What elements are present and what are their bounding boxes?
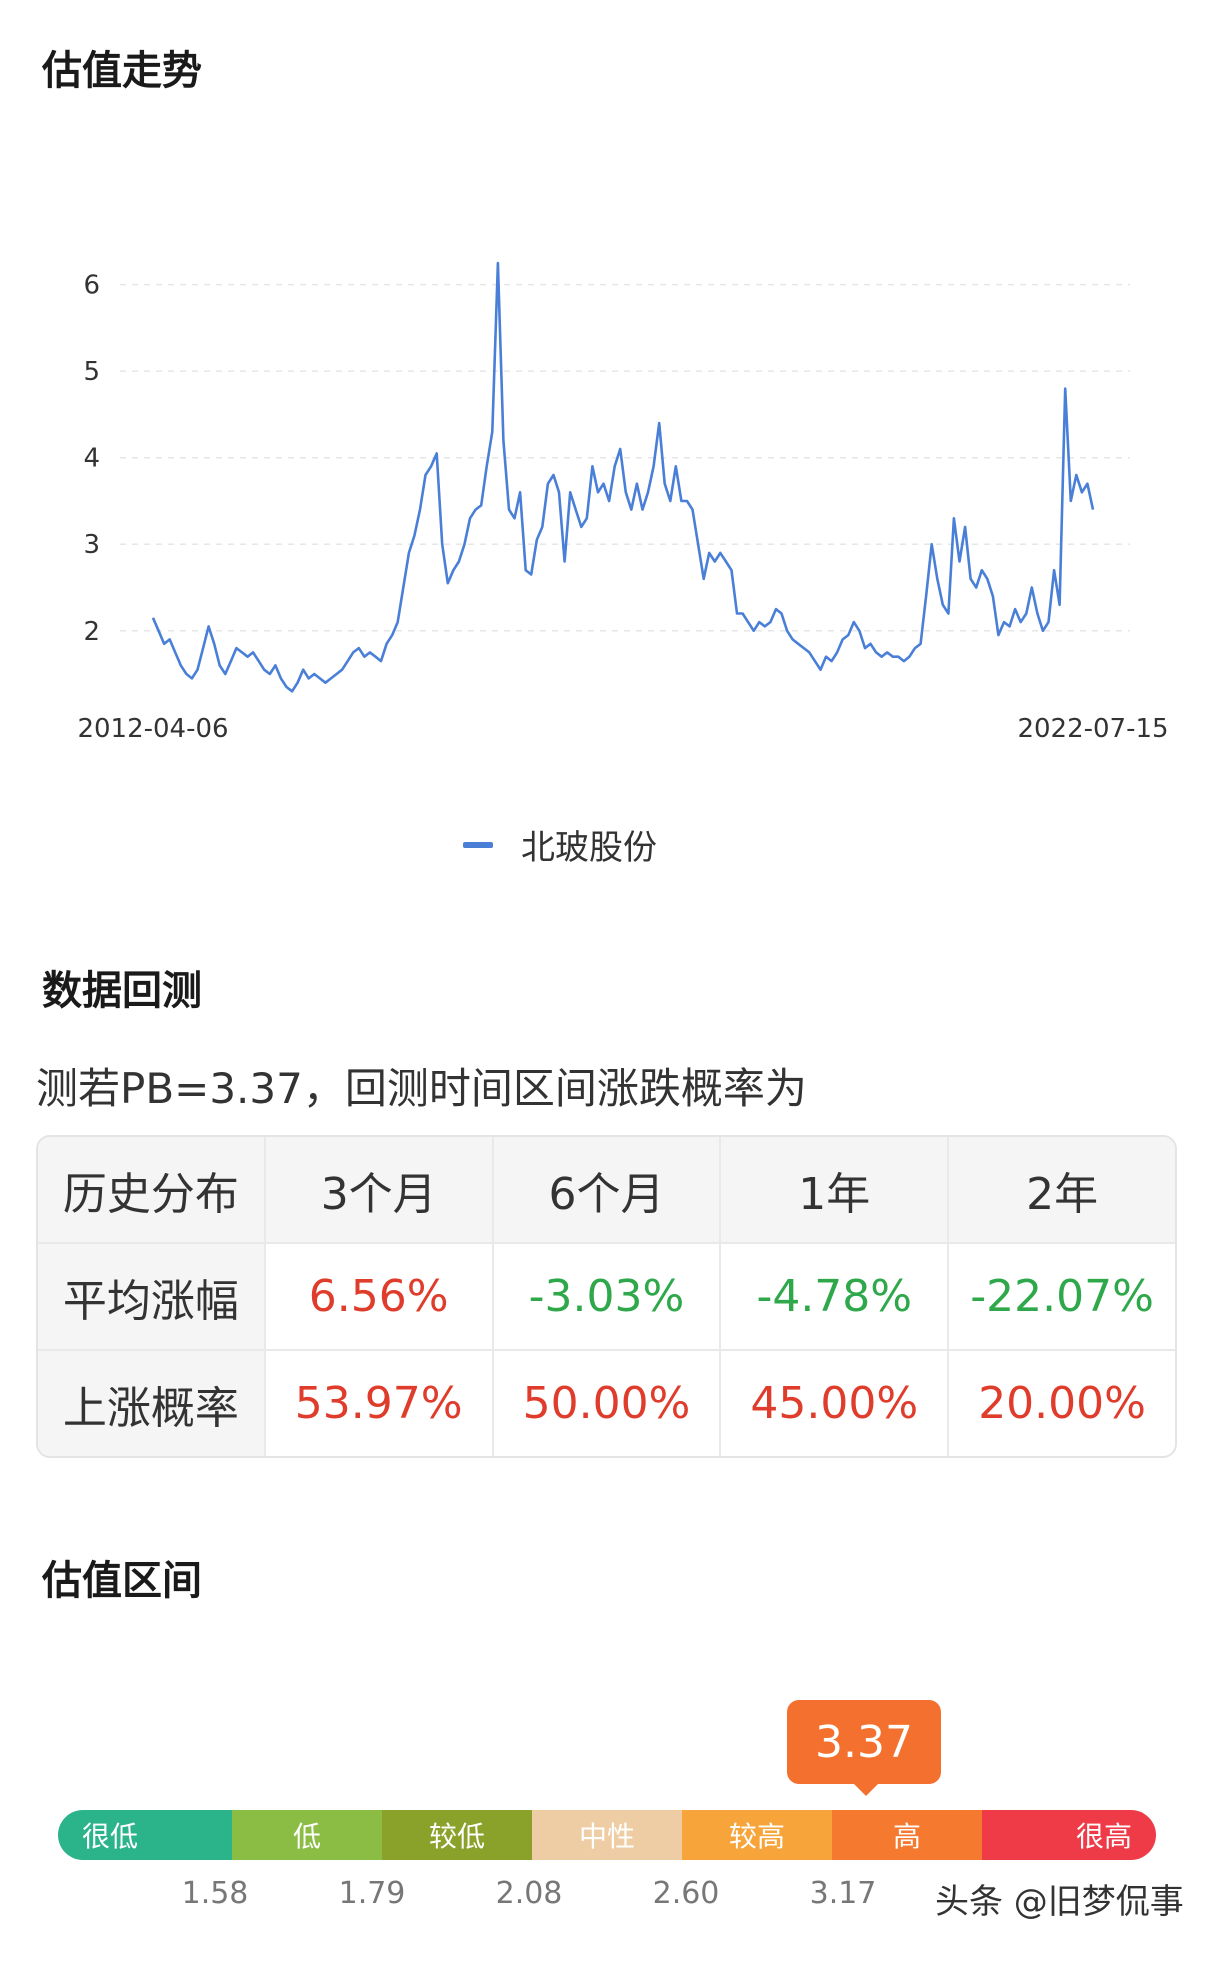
backtest-table: 历史分布 3个月 6个月 1年 2年 平均涨幅 6.56% -3.03% -4.… [36, 1135, 1177, 1458]
trend-title: 估值走势 [42, 48, 202, 94]
band-segment-high: 高 [832, 1810, 982, 1860]
table-row: 平均涨幅 6.56% -3.03% -4.78% -22.07% [38, 1242, 1175, 1349]
chart-legend[interactable]: 北玻股份 [463, 820, 657, 869]
y-tick-label: 5 [83, 357, 100, 387]
legend-series-label: 北玻股份 [521, 828, 657, 868]
avg-change-3m: 6.56% [263, 1244, 492, 1349]
band-segment-lower: 较低 [382, 1810, 532, 1860]
table-header-row: 历史分布 3个月 6个月 1年 2年 [38, 1137, 1175, 1242]
pb-trend-chart: 2 3 4 5 6 2012-04-06 2022-07-15 [77, 261, 1169, 744]
y-tick-label: 6 [83, 271, 100, 301]
y-tick-label: 2 [83, 617, 100, 647]
up-prob-6m: 50.00% [491, 1351, 720, 1456]
table-row: 上涨概率 53.97% 50.00% 45.00% 20.00% [38, 1349, 1175, 1456]
series-line [151, 261, 1095, 693]
header-cell-3m: 3个月 [263, 1137, 492, 1242]
header-cell-1y: 1年 [719, 1137, 948, 1242]
marker-pointer [852, 1782, 880, 1796]
watermark-text: 头条 @旧梦侃事 [935, 1882, 1184, 1922]
band-segment-very-low: 很低 [58, 1810, 232, 1860]
y-tick-label: 3 [83, 530, 100, 560]
band-segment-higher: 较高 [682, 1810, 832, 1860]
band-segment-very-high: 很高 [982, 1810, 1156, 1860]
boundary-tick: 2.60 [652, 1876, 720, 1911]
backtest-description: 测若PB=3.37，回测时间区间涨跌概率为 [36, 1064, 807, 1113]
boundary-tick: 2.08 [495, 1876, 563, 1911]
up-prob-1y: 45.00% [719, 1351, 947, 1456]
boundary-tick: 1.58 [181, 1876, 249, 1911]
avg-change-6m: -3.03% [491, 1244, 720, 1349]
avg-change-1y: -4.78% [719, 1244, 947, 1349]
x-tick-label: 2012-04-06 [77, 714, 228, 744]
row-label-avg-change: 平均涨幅 [38, 1244, 264, 1349]
up-prob-2y: 20.00% [947, 1351, 1175, 1456]
current-value-marker: 3.37 [787, 1700, 941, 1784]
band-segment-low: 低 [232, 1810, 382, 1860]
avg-change-2y: -22.07% [947, 1244, 1175, 1349]
header-cell-6m: 6个月 [491, 1137, 720, 1242]
legend-line-swatch [463, 841, 493, 848]
band-segment-neutral: 中性 [532, 1810, 682, 1860]
valuation-band: 很低 低 较低 中性 较高 高 很高 [58, 1810, 1156, 1860]
y-tick-label: 4 [83, 444, 100, 474]
range-title: 估值区间 [42, 1558, 202, 1604]
header-cell-label: 历史分布 [38, 1137, 264, 1242]
x-tick-label: 2022-07-15 [1017, 714, 1168, 744]
up-prob-3m: 53.97% [263, 1351, 492, 1456]
backtest-title: 数据回测 [42, 968, 202, 1014]
boundary-tick: 1.79 [338, 1876, 406, 1911]
header-cell-2y: 2年 [947, 1137, 1175, 1242]
boundary-tick: 3.17 [809, 1876, 877, 1911]
row-label-up-probability: 上涨概率 [38, 1351, 264, 1456]
